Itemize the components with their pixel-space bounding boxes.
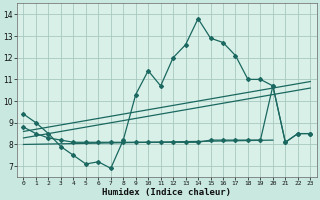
X-axis label: Humidex (Indice chaleur): Humidex (Indice chaleur) bbox=[102, 188, 231, 197]
